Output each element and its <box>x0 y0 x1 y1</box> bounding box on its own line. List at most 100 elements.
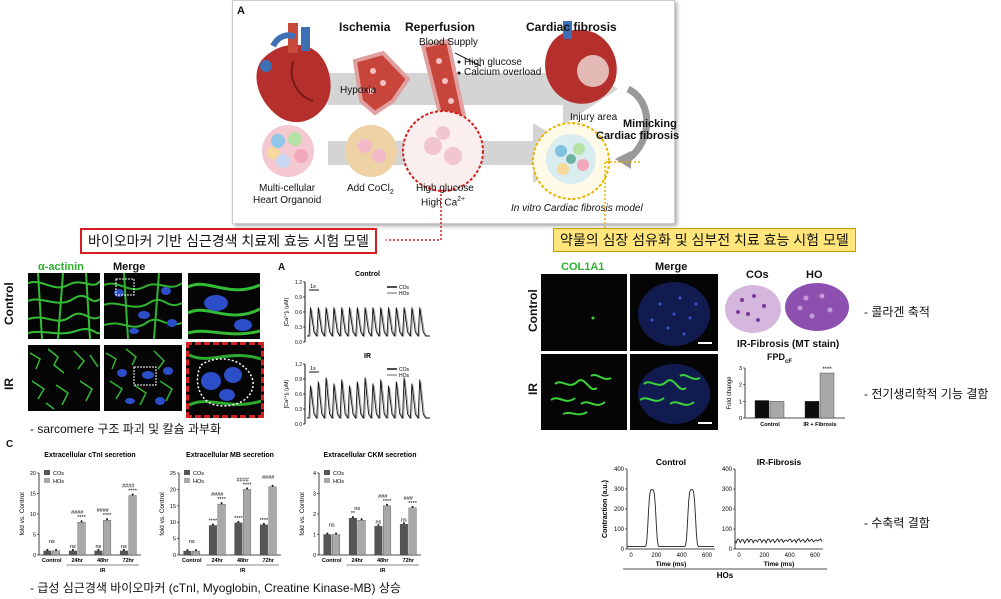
mt-title: IR-Fibrosis (MT stain) <box>737 339 840 350</box>
micrograph-fib-ir-merge <box>630 354 718 430</box>
fpd-bar-chart: 0 1 2 3 Fold change Control IR + Fibrosis **** <box>727 366 845 428</box>
secretion-bar-charts: Extracellular cTnI secretion05101520fold… <box>19 452 421 574</box>
contraction-x-tick-label: 400 <box>785 553 796 559</box>
bar-point <box>186 549 189 552</box>
bar-category-label: 72hr <box>402 558 414 564</box>
bar-annotation-hos: **** <box>408 501 417 507</box>
bar-x-label: IR <box>240 568 246 574</box>
bar-y-tick-label: 5 <box>33 533 36 539</box>
contraction-y-label: Contraction (a.u.) <box>602 480 609 538</box>
bar-legend-swatch <box>184 470 190 475</box>
bar-y-tick-label: 5 <box>173 537 176 543</box>
contraction-trace <box>735 537 823 545</box>
injury-area-label: Injury area <box>570 112 618 123</box>
bar-legend-swatch <box>324 478 330 483</box>
contraction-x-tick-label: 400 <box>677 553 688 559</box>
calcium-y-tick-label: 0.0 <box>295 340 302 346</box>
bar-y-tick-label: 0 <box>173 553 176 559</box>
mimicking-label-2: Cardiac fibrosis <box>596 130 680 142</box>
bar-point <box>360 518 363 521</box>
bar-category-label: Control <box>182 558 202 564</box>
micrograph-control-actinin <box>28 273 100 339</box>
alpha-actinin-header: α-actinin <box>38 261 84 273</box>
micrograph-control-zoom <box>188 273 260 339</box>
bar-y-tick-label: 10 <box>170 520 176 526</box>
bar-point <box>377 524 380 527</box>
organoid-label-2: Heart Organoid <box>253 195 322 206</box>
calcium-panel-title: IR <box>364 353 371 360</box>
bar <box>408 507 417 556</box>
micrograph-ir-merge <box>104 345 182 411</box>
bar-point <box>55 548 58 551</box>
bar-y-tick-label: 1 <box>313 533 316 539</box>
schematic-panel: A Ischemia Reperfusion Blood Supply High… <box>232 0 679 224</box>
bar-category-label: 24hr <box>71 558 83 564</box>
contraction-x-tick-label: 200 <box>759 553 770 559</box>
note-contract: - 수축력 결함 <box>864 516 930 530</box>
organoid-icon <box>262 125 314 177</box>
micrograph-control-merge <box>104 273 182 339</box>
bar-point <box>71 548 74 551</box>
bar <box>383 505 392 556</box>
staining-caption: - sarcomere 구조 파괴 및 칼슘 과부화 <box>30 422 222 436</box>
bar-annotation-top: ns <box>329 523 335 529</box>
bar-annotation-top: #### <box>97 508 110 514</box>
fpd-category-label: Control <box>760 422 780 428</box>
bar-category-label: 24hr <box>211 558 223 564</box>
legend-hos: HOs <box>399 373 410 379</box>
contraction-y-tick-label: 100 <box>722 527 733 533</box>
bar <box>94 550 103 556</box>
calcium-y-tick-label: 0.3 <box>295 325 302 331</box>
bar-point <box>46 548 49 551</box>
bar-point <box>271 484 274 487</box>
col1a1-header: COL1A1 <box>561 261 605 273</box>
add-cocl2-label: Add CoCl2 <box>347 183 394 197</box>
bar-y-label: fold vs. Control <box>19 492 26 536</box>
bar <box>183 550 192 556</box>
fpd-bar <box>819 372 835 419</box>
bar-chart-title: Extracellular MB secretion <box>186 452 274 459</box>
bar-point <box>80 520 83 523</box>
contraction-trace <box>627 489 714 548</box>
bar <box>208 525 217 556</box>
bar-annotation-top: ### <box>404 496 414 502</box>
contraction-x-label: Time (ms) <box>656 561 687 568</box>
bar-x-label: IR <box>380 568 386 574</box>
ischemia-label: Ischemia <box>339 20 391 34</box>
contraction-title: IR-Fibrosis <box>757 457 802 467</box>
bar-y-tick-label: 15 <box>170 504 176 510</box>
calcium-panel-letter: A <box>278 262 286 273</box>
contraction-y-tick-label: 400 <box>722 467 733 473</box>
bar-point <box>326 532 329 535</box>
bar-point <box>335 532 338 535</box>
cocl2-organoid-icon <box>345 125 397 177</box>
calcium-trace <box>307 308 430 337</box>
bar-y-tick-label: 0 <box>313 553 316 559</box>
row-control-label: Control <box>2 282 16 325</box>
bar <box>119 550 128 556</box>
organoid-label-1: Multi-cellular <box>259 183 316 194</box>
bar-annotation-cos: ns <box>401 517 407 523</box>
bar-annotation-hos: **** <box>103 513 112 519</box>
fpd-y-label: Fold change <box>727 376 733 410</box>
bar-chart-title: Extracellular cTnI secretion <box>44 452 135 459</box>
contraction-y-tick-label: 400 <box>614 467 625 473</box>
bar-legend-label: HOs <box>193 479 204 485</box>
bar <box>68 550 77 556</box>
bar-y-tick-label: 10 <box>30 512 36 518</box>
contraction-x-tick-label: 0 <box>737 553 741 559</box>
bar-point <box>402 522 405 525</box>
bar-annotation-hos: **** <box>217 497 226 503</box>
calcium-scale-label: 1s <box>310 366 316 372</box>
right-callout: 약물의 심장 섬유화 및 심부전 치료 효능 시험 모델 <box>553 228 856 252</box>
bar-y-tick-label: 20 <box>170 487 176 493</box>
bar-annotation-hos: **** <box>383 499 392 505</box>
calcium-y-tick-label: 0.3 <box>295 407 302 413</box>
high-ca-label: High Ca2+ <box>421 196 466 209</box>
bar-y-label: fold vs. Control <box>299 492 306 536</box>
bar <box>43 550 52 556</box>
bar-point <box>386 503 389 506</box>
micrograph-fib-ir-col1a1 <box>541 354 627 430</box>
bar-y-tick-label: 0 <box>33 553 36 559</box>
